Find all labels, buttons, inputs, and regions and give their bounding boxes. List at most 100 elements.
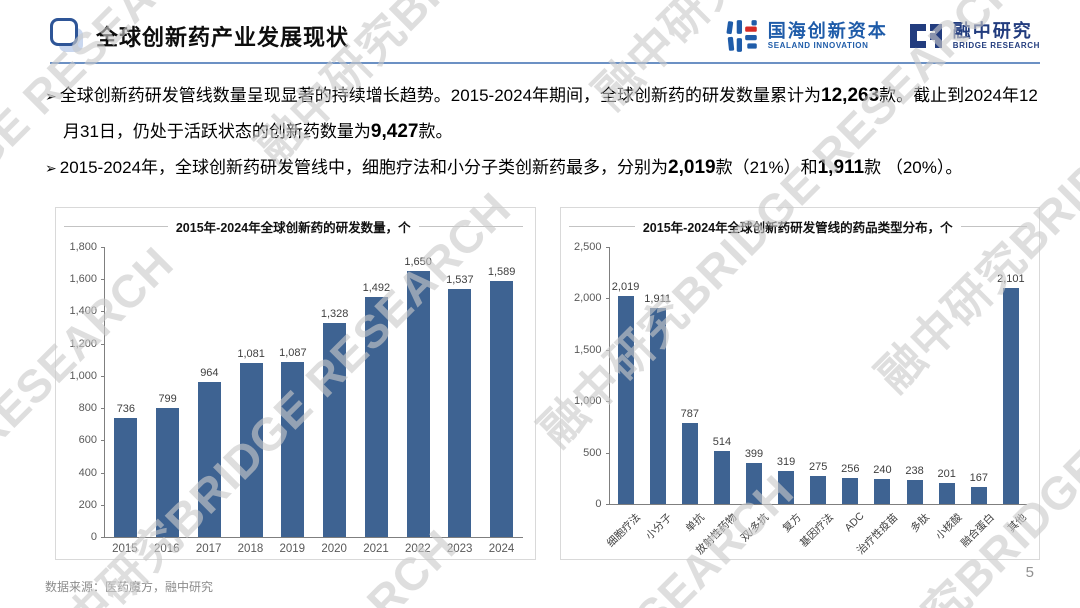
bar-group: 1,087: [272, 247, 314, 537]
sealand-logo-icon: [726, 20, 757, 52]
bar-group: 167: [963, 247, 995, 504]
x-tick-label: 2021: [363, 543, 389, 555]
bar: [281, 362, 305, 537]
y-tick-label: 0: [595, 498, 602, 510]
bar-value-label: 201: [937, 468, 956, 480]
y-tick-mark: [101, 343, 105, 345]
bridge-research-logo-icon: [909, 24, 942, 48]
bar: [810, 476, 827, 504]
x-tick-label: 2022: [405, 543, 431, 555]
bar: [448, 289, 472, 537]
x-tick-label-text: 双/多抗: [738, 511, 772, 545]
header-underline: [50, 62, 1040, 64]
bullet-text: 2015-2024年，全球创新药研发管线中，细胞疗法和小分子类创新药最多，分别为: [59, 158, 669, 177]
title-flank-line: [960, 225, 1027, 227]
bar: [364, 297, 388, 537]
bar: [406, 271, 430, 537]
bar-value-label: 256: [841, 463, 860, 475]
bar-value-label: 1,911: [644, 293, 672, 305]
y-tick-label: 2,500: [573, 241, 602, 253]
x-tick-label-text: 细胞疗法: [604, 511, 643, 550]
y-tick-mark: [605, 247, 610, 248]
bar-group: 1,081: [230, 247, 272, 537]
chart-drug-type-distribution: 2015年-2024年全球创新药研发管线的药品类型分布，个 2,500 2,000 1…: [559, 207, 1040, 560]
charts-row: 2015年-2024年全球创新药的研发数量，个 1,800 1,600 1,400 1,…: [55, 207, 1040, 560]
bar-value-label: 1,492: [362, 282, 391, 294]
bar: [842, 478, 859, 504]
x-tick-label: 复方: [769, 505, 804, 567]
y-tick-label: 1,200: [69, 337, 97, 350]
bar: [906, 480, 923, 504]
title-flank-line: [64, 225, 168, 227]
y-tick-mark: [101, 279, 105, 281]
x-tick-label: 小核酸: [930, 505, 965, 567]
bar-value-label: 1,589: [487, 266, 516, 278]
bar-group: 319: [770, 247, 802, 504]
bar-value-label: 964: [200, 367, 219, 379]
y-tick-mark: [101, 375, 105, 377]
y-tick-mark: [101, 408, 105, 410]
bar-value-label: 514: [712, 436, 732, 448]
y-tick-label: 800: [78, 402, 97, 415]
bar-value-label: 240: [873, 464, 892, 476]
title-flank-line: [418, 225, 523, 227]
bar-group: 201: [931, 247, 963, 504]
bar-value-label: 399: [744, 448, 764, 460]
header-logos: 国海创新资本 SEALAND INNOVATION 融中研究 BRIDGE RE…: [723, 17, 1040, 55]
bar-value-label: 319: [776, 456, 796, 468]
bar: [970, 487, 987, 504]
chart-body: 2,500 2,000 1,500 1,000 500 0 2,019 1,911 787 514…: [569, 241, 1027, 510]
x-tick-label: 2020: [321, 543, 347, 555]
bar: [1002, 288, 1019, 504]
x-tick-label-text: 融合蛋白: [958, 511, 997, 550]
bar-value-label: 1,087: [279, 347, 307, 359]
y-tick-label: 1,400: [69, 305, 97, 318]
y-tick-mark: [101, 504, 105, 506]
x-tick-label: 双/多抗: [737, 505, 772, 567]
sealand-logo: 国海创新资本 SEALAND INNOVATION: [723, 17, 888, 55]
x-tick-label-text: 其他: [1005, 511, 1029, 535]
bridge-logo-cn: 融中研究: [952, 21, 1033, 41]
chart-title-row: 2015年-2024年全球创新药研发管线的药品类型分布，个: [568, 215, 1027, 237]
bar: [197, 382, 221, 537]
y-tick-label: 1,600: [69, 273, 97, 286]
bar-group: 736: [105, 247, 147, 537]
bar-group: 2,019: [610, 247, 642, 504]
bar: [490, 281, 514, 537]
bullet-text: 全球创新药研发管线数量呈现显著的持续增长趋势。2015-2024年期间，全球创新…: [59, 86, 822, 105]
bar-value-label: 275: [809, 461, 828, 473]
bar-value-label: 1,328: [320, 308, 349, 320]
bar-value-label: 167: [969, 472, 988, 484]
sealand-logo-text: 国海创新资本 SEALAND INNOVATION: [768, 21, 888, 51]
sealand-logo-cn: 国海创新资本: [767, 21, 888, 41]
x-tick-label-text: 复方: [780, 511, 804, 535]
bar-value-label: 799: [158, 393, 177, 405]
bar-value-label: 238: [905, 465, 924, 477]
y-tick-mark: [605, 298, 610, 300]
bullet-text: 款。截止到2024年12月31日，仍处于活跃状态的创新药数量为: [63, 86, 1038, 141]
bridge-logo-text: 融中研究 BRIDGE RESEARCH: [953, 21, 1040, 51]
y-tick-label: 2,000: [573, 292, 602, 305]
x-axis-labels: 2015 2016 2017 2018 2019 2020 2021 2022 2023 2024: [104, 538, 523, 555]
header: 全球创新药产业发展现状 国海创新资本 SEALAND INNOVATION: [50, 12, 1040, 60]
x-tick-label-text: 小分子: [643, 511, 675, 543]
bar-group: 1,537: [439, 247, 481, 537]
data-source-note: 数据来源：医药魔方，融中研究: [45, 580, 214, 594]
bullet-bold-number: 1,911: [817, 157, 865, 178]
bar-group: 799: [147, 247, 189, 537]
y-tick-mark: [101, 311, 105, 313]
bar-value-label: 1,081: [237, 348, 265, 360]
y-tick-label: 1,000: [69, 369, 97, 382]
header-title-group: 全球创新药产业发展现状: [50, 17, 349, 55]
y-axis: 1,800 1,600 1,400 1,200 1,000 800 600 400 200 0: [64, 241, 104, 543]
bar-value-label: 787: [680, 408, 699, 420]
bullet-bold-number: 2,019: [668, 157, 716, 178]
y-tick-label: 500: [583, 446, 602, 459]
bullet-text: 款 （20%）。: [864, 158, 963, 177]
chart-title: 2015年-2024年全球创新药研发管线的药品类型分布，个: [642, 220, 953, 235]
bar: [778, 471, 795, 504]
y-tick-mark: [605, 349, 610, 351]
x-tick-label: 其他: [995, 505, 1029, 567]
plot-area: 2,019 1,911 787 514 399 319 275 256 240 238 201 167…: [605, 247, 1027, 505]
x-tick-label: 2019: [279, 543, 306, 555]
